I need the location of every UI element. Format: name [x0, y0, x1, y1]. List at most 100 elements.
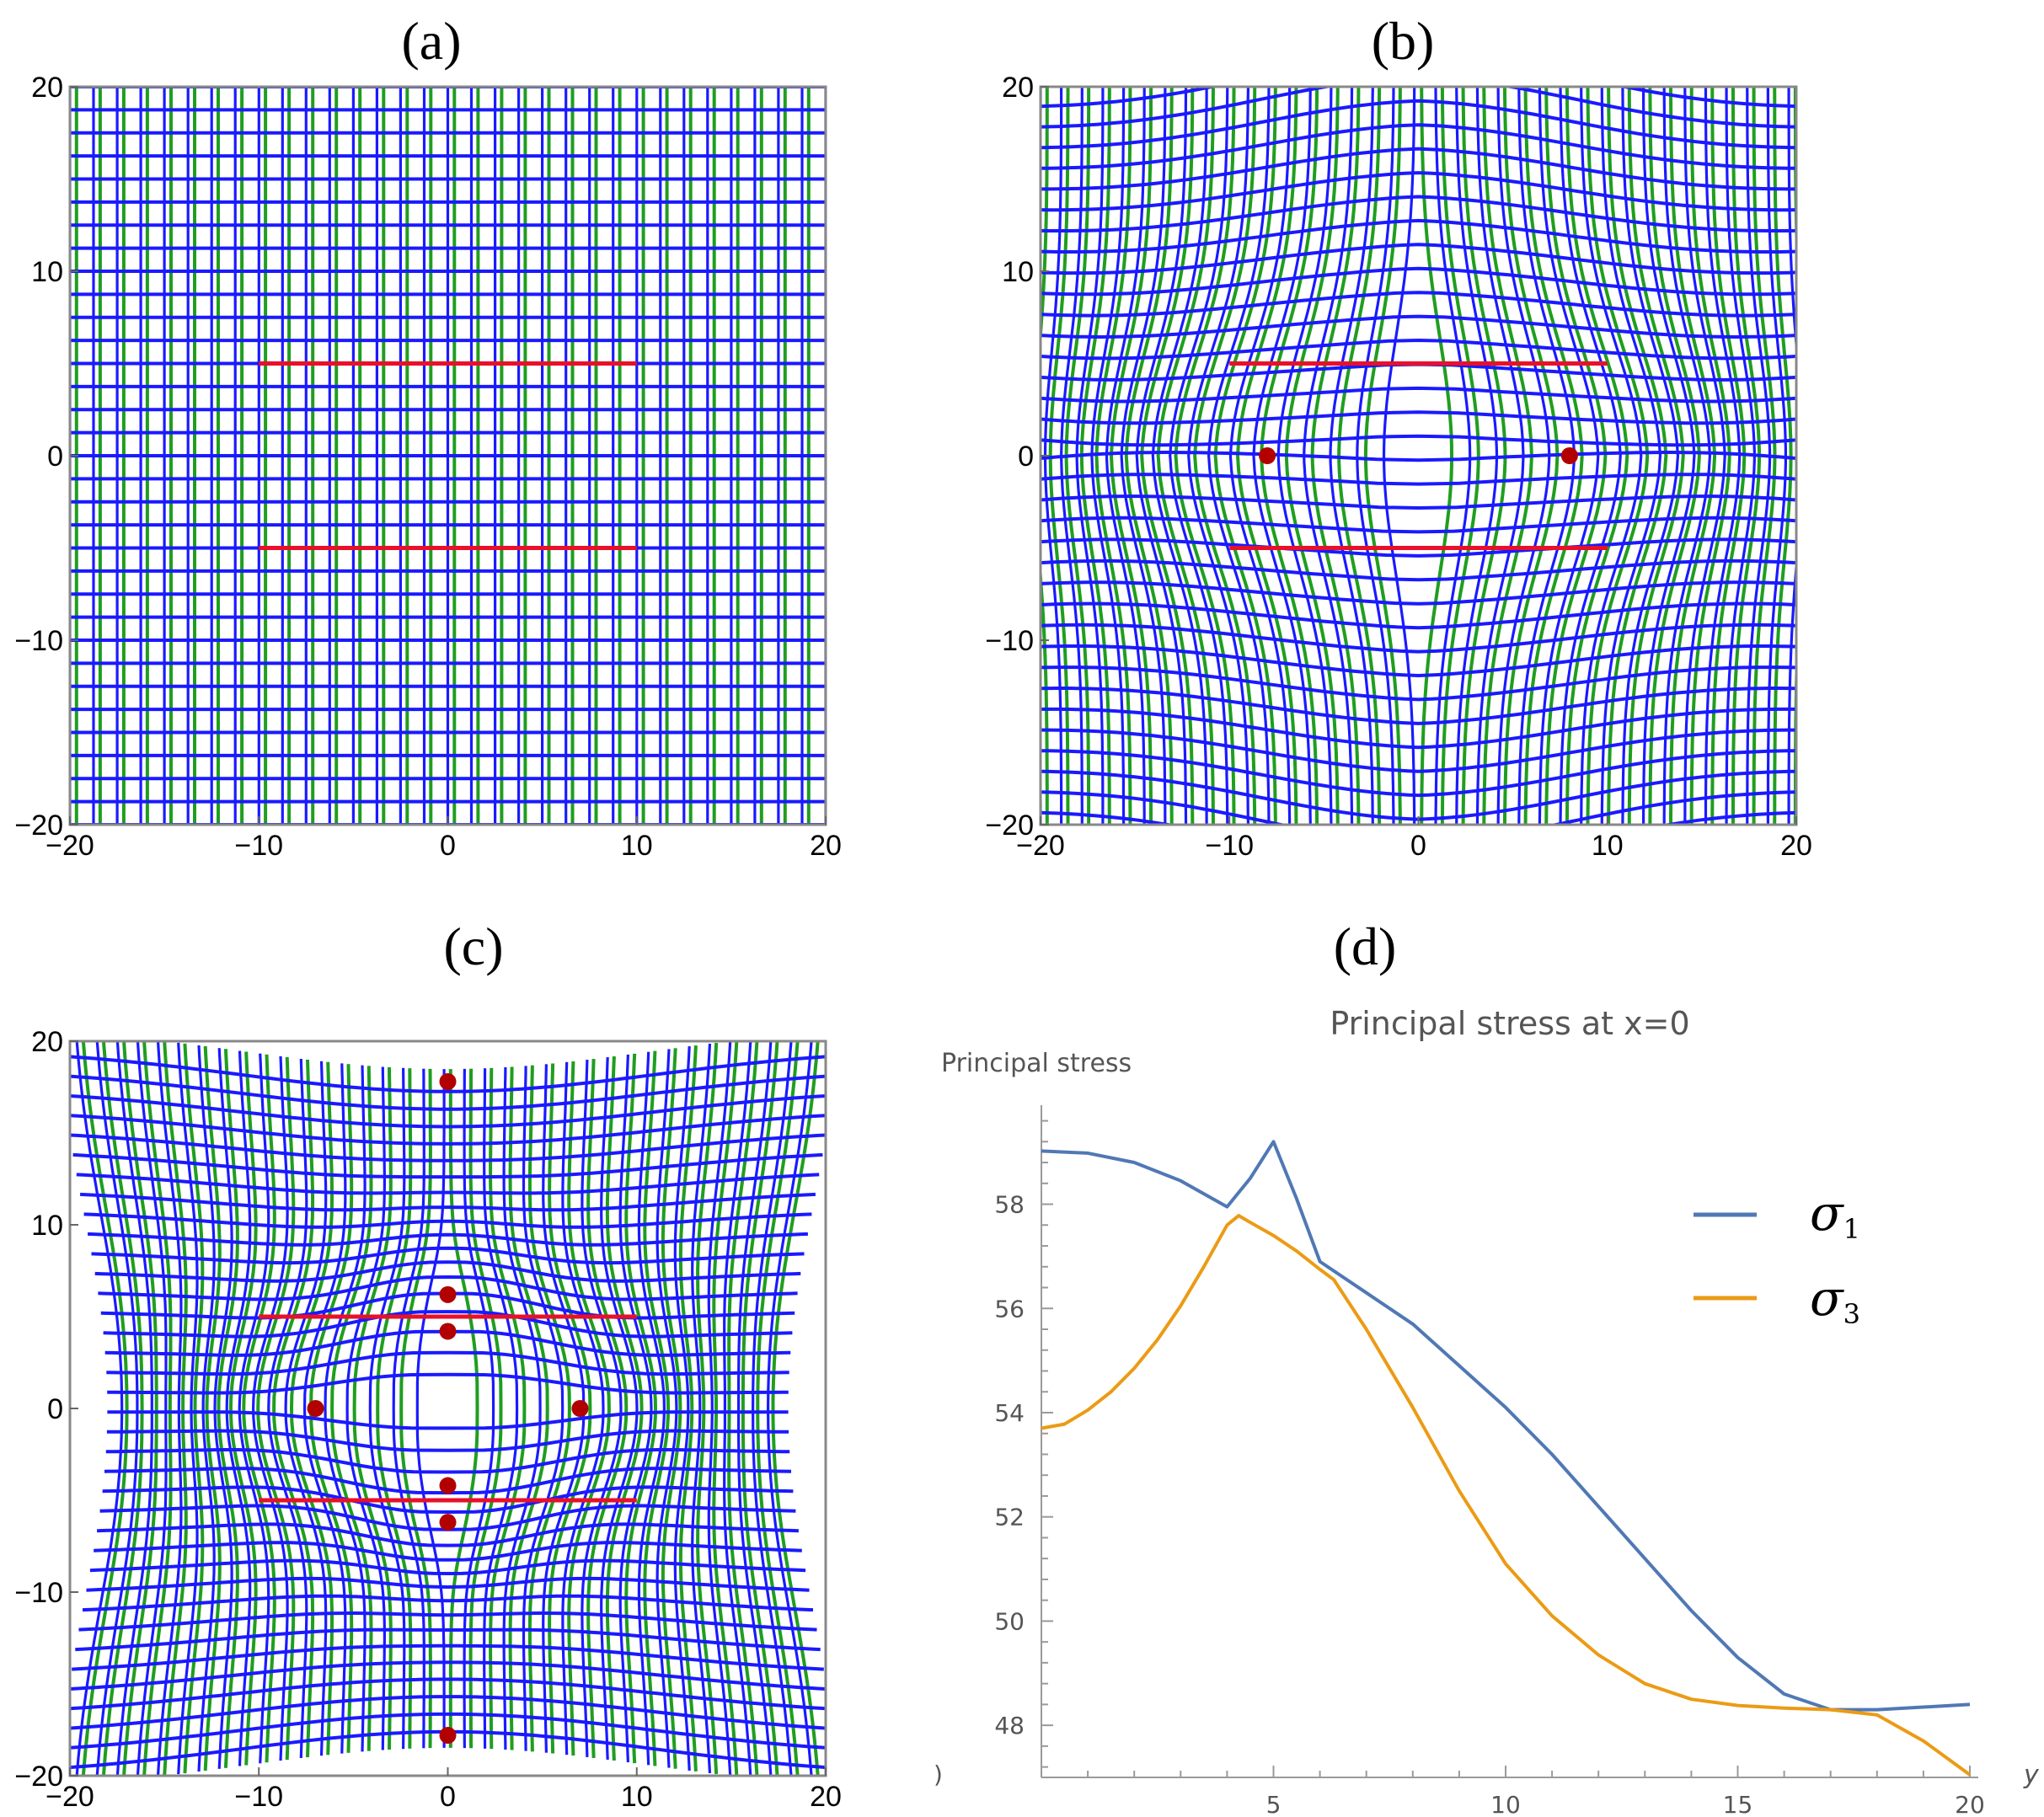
trajectory-line-blue: [1041, 451, 1796, 462]
trajectory-line-blue: [1041, 195, 1796, 232]
trajectory-line-blue: [70, 1093, 826, 1129]
trajectory-line-blue: [1228, 87, 1292, 825]
trajectory-line-blue: [1169, 87, 1229, 825]
trajectory-line-blue: [115, 1041, 153, 1776]
trajectory-line-blue: [1041, 687, 1796, 725]
trajectory-line-green: [1156, 87, 1215, 825]
trajectory-line-green: [696, 1042, 719, 1775]
panel-d-label: (d): [1334, 917, 1397, 976]
trajectory-line-blue: [1041, 434, 1796, 447]
trajectory-line-blue: [70, 1677, 826, 1711]
trajectory-line-blue: [91, 1246, 805, 1265]
chart-legend: σ1 σ3: [1694, 1184, 1860, 1330]
y-tick-label: 52: [994, 1504, 1025, 1531]
y-tick-label: 0: [1018, 441, 1034, 473]
x-tick-label: 15: [1723, 1791, 1753, 1817]
panel-b-ticks: −20−20 −10 −10 0 0 10 10 20 20: [985, 72, 1812, 862]
trajectory-line-blue: [1580, 87, 1643, 825]
y-tick-label: −10: [14, 1577, 63, 1609]
trajectory-line-green: [228, 1051, 258, 1766]
y-tick-label: 10: [31, 1210, 63, 1242]
trajectory-line-blue: [1252, 87, 1312, 825]
trajectory-line-blue: [1356, 87, 1395, 825]
trajectory-line-blue: [1207, 87, 1271, 825]
x-tick-label: 5: [1266, 1791, 1282, 1817]
trajectory-line-green: [81, 1041, 129, 1776]
trajectory-line-blue: [1041, 494, 1796, 510]
trajectory-line-blue: [1041, 99, 1796, 150]
trajectory-line-blue: [177, 1042, 199, 1775]
trajectory-line-blue: [1041, 537, 1796, 558]
trajectory-line-blue: [80, 1192, 816, 1212]
trajectory-line-blue: [1041, 810, 1796, 825]
trajectory-line-green: [771, 1041, 820, 1776]
trajectory-line-blue: [156, 1041, 183, 1776]
trajectory-line-green: [1363, 87, 1402, 825]
trajectory-line-blue: [1041, 123, 1796, 170]
trajectory-line-blue: [1746, 87, 1772, 825]
y-tick-label: −20: [14, 810, 63, 842]
trajectory-line-green: [1565, 87, 1629, 825]
trajectory-line-blue: [1434, 87, 1472, 825]
trajectory-line-blue: [213, 1048, 233, 1769]
y-tick-label: −10: [14, 625, 63, 657]
trajectory-line-blue: [1041, 314, 1796, 339]
trajectory-line-blue: [1041, 516, 1796, 534]
x-tick-label: 20: [1955, 1791, 1985, 1817]
trajectory-line-green: [1124, 87, 1174, 825]
trajectory-line-green: [1689, 87, 1731, 825]
x-tick-label: −20: [45, 1781, 94, 1813]
trajectory-line-blue: [1683, 87, 1726, 825]
trajectory-line-green: [1607, 87, 1668, 825]
trajectory-line-blue: [83, 1212, 812, 1229]
x-tick-label: −10: [234, 830, 283, 862]
singular-point: [439, 1477, 457, 1494]
trajectory-line-blue: [78, 1611, 817, 1632]
singular-point: [439, 1323, 457, 1340]
trajectory-line-green: [1109, 87, 1153, 825]
trajectory-line-blue: [1382, 87, 1416, 825]
trajectory-line-blue: [70, 1074, 826, 1111]
trajectory-line-blue: [70, 1660, 826, 1691]
x-tick-label: 10: [1490, 1791, 1521, 1817]
panel-c-label: (c): [443, 917, 503, 976]
x-tick-label: 10: [621, 1781, 653, 1813]
panel-b: (b) −20−20 −10 −10 0 0 10 10 20 20: [985, 11, 1812, 862]
trajectory-line-blue: [1041, 790, 1796, 825]
trajectory-line-blue: [1662, 87, 1712, 825]
x-tick-label: 10: [621, 830, 653, 862]
panel-a-cracks: [259, 361, 637, 550]
x-tick-label: 20: [810, 1781, 842, 1813]
panel-c-cracks: [259, 1314, 637, 1503]
x-tick-label: −20: [1016, 830, 1065, 862]
singular-point: [1259, 447, 1276, 464]
chart-series: [1041, 1140, 1972, 1777]
y-tick-label: 0: [47, 441, 63, 473]
trajectory-line-blue: [72, 1152, 823, 1179]
trajectory-line-blue: [88, 1232, 808, 1247]
trajectory-line-blue: [723, 1041, 752, 1776]
trajectory-line-blue: [136, 1041, 168, 1776]
trajectory-line-blue: [98, 1275, 798, 1301]
y-tick-label: 48: [994, 1712, 1025, 1740]
trajectory-line-blue: [1041, 473, 1796, 486]
trajectory-line-green: [1420, 87, 1454, 825]
trajectory-line-blue: [95, 1041, 139, 1776]
trajectory-line-blue: [1041, 291, 1796, 318]
trajectory-line-blue: [1041, 147, 1796, 191]
panel-b-cracks: [1229, 361, 1608, 550]
singular-point: [439, 1514, 457, 1531]
trajectory-line-green: [1193, 87, 1257, 825]
trajectory-line-green: [1669, 87, 1717, 825]
trajectory-line-blue: [1151, 87, 1208, 825]
trajectory-line-blue: [82, 1594, 814, 1612]
trajectory-line-green: [1440, 87, 1480, 825]
y-tick-label: 20: [1002, 72, 1034, 104]
x-tick-label: 0: [440, 1781, 456, 1813]
trajectory-line-blue: [1041, 558, 1796, 582]
trajectory-line-blue: [1041, 171, 1796, 212]
chart-ticks: 5 10 15 20 48 50 52 54 56 58: [994, 1120, 1985, 1817]
trajectory-line-blue: [1041, 87, 1796, 129]
trajectory-line-blue: [1041, 218, 1796, 254]
trajectory-line-blue: [691, 1043, 712, 1774]
